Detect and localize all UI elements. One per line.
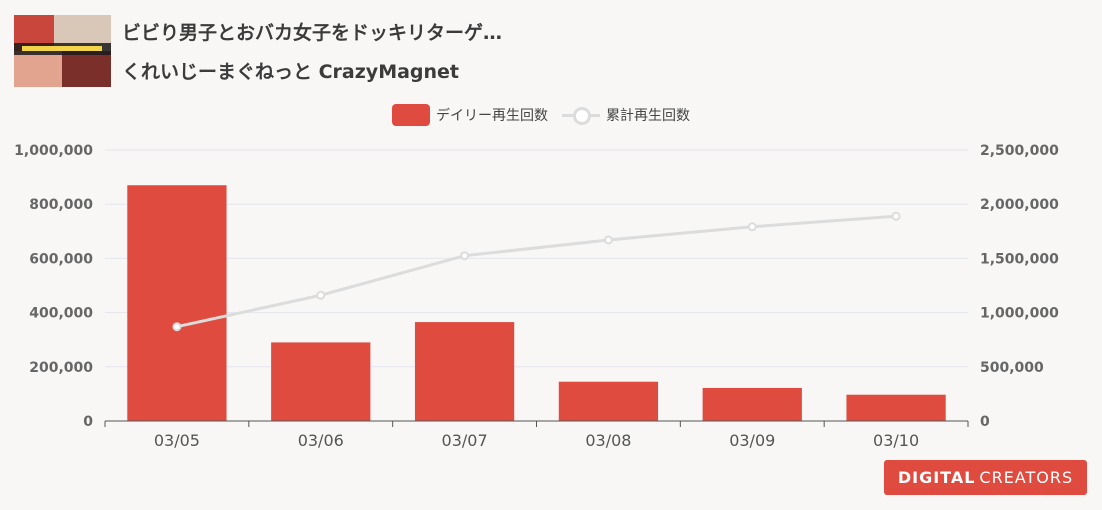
line-point bbox=[603, 235, 613, 245]
video-thumbnail bbox=[14, 15, 111, 87]
total-line bbox=[176, 214, 897, 329]
digital-creators-logo: DIGITAL CREATORS bbox=[884, 460, 1087, 495]
x-tick-label: 03/05 bbox=[154, 431, 200, 450]
bar bbox=[414, 322, 515, 421]
y-right-tick-label: 2,000,000 bbox=[980, 197, 1059, 213]
legend-item-total[interactable]: 累計再生回数 bbox=[562, 104, 690, 126]
line-point bbox=[460, 251, 470, 261]
y-right-tick-label: 500,000 bbox=[980, 360, 1044, 376]
x-tick-label: 03/09 bbox=[729, 431, 775, 450]
chart-legend: デイリー再生回数 累計再生回数 bbox=[392, 103, 704, 127]
legend-bar-swatch bbox=[392, 104, 430, 126]
x-tick-label: 03/10 bbox=[873, 431, 919, 450]
legend-label-total: 累計再生回数 bbox=[606, 108, 690, 124]
y-right-tick-label: 2,500,000 bbox=[980, 143, 1059, 159]
bar bbox=[702, 387, 802, 421]
combo-chart: 0 200,000 400,000 600,000 800,000 1,000,000 0 5… bbox=[14, 143, 1059, 450]
line-point bbox=[316, 290, 326, 300]
x-tick-label: 03/08 bbox=[585, 431, 631, 450]
bar bbox=[127, 185, 227, 421]
y-right-tick-label: 1,500,000 bbox=[980, 251, 1059, 267]
y-left-tick-label: 400,000 bbox=[29, 306, 93, 322]
channel-name: くれいじーまぐねっと CrazyMagnet bbox=[122, 61, 460, 83]
line-point bbox=[172, 322, 182, 332]
bar bbox=[271, 342, 371, 421]
legend-item-daily[interactable]: デイリー再生回数 bbox=[392, 104, 548, 126]
y-left-tick-label: 200,000 bbox=[29, 360, 93, 376]
line-point bbox=[747, 222, 757, 232]
video-title: ビビり男子とおバカ女子をドッキリターゲ… bbox=[122, 22, 503, 44]
line-point bbox=[891, 211, 901, 221]
x-tick-label: 03/06 bbox=[298, 431, 344, 450]
bar bbox=[846, 394, 946, 421]
y-left-tick-label: 1,000,000 bbox=[14, 143, 93, 159]
bar bbox=[558, 381, 659, 421]
y-left-tick-label: 800,000 bbox=[29, 197, 93, 213]
x-tick-label: 03/07 bbox=[442, 431, 488, 450]
y-right-tick-label: 1,000,000 bbox=[980, 306, 1059, 322]
y-right-tick-label: 0 bbox=[980, 414, 990, 430]
legend-label-daily: デイリー再生回数 bbox=[436, 108, 548, 124]
legend-line-swatch bbox=[562, 104, 600, 126]
y-left-tick-label: 0 bbox=[83, 414, 93, 430]
y-left-tick-label: 600,000 bbox=[29, 251, 93, 267]
